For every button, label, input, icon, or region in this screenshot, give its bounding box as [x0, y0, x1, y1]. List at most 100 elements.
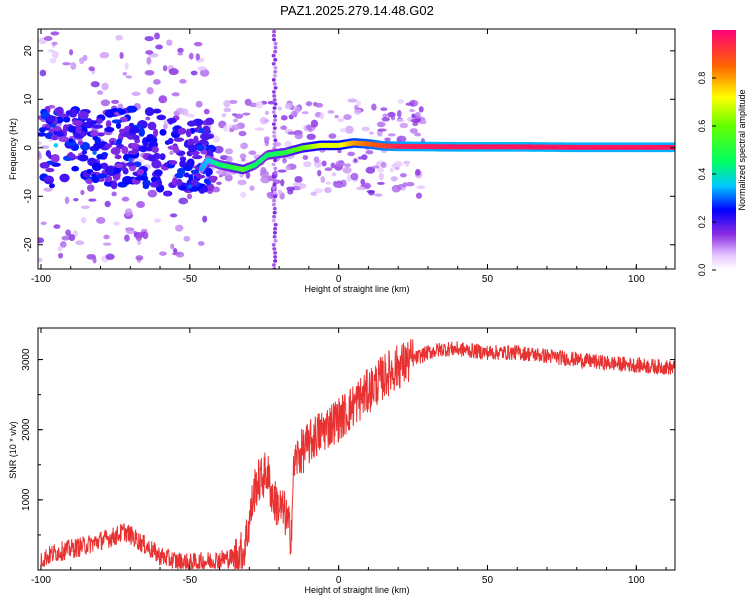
noise-speck: [290, 110, 298, 117]
noise-blob: [104, 126, 115, 133]
noise-speck: [68, 233, 76, 242]
noise-blob: [185, 128, 192, 138]
noise-speck: [272, 247, 277, 251]
snr-line: [40, 339, 675, 570]
noise-speck: [234, 113, 244, 119]
spectrogram-x-ticks: -100 -50 0 50 100: [31, 29, 667, 285]
x-tick-label: -100: [31, 575, 51, 586]
noise-speck: [125, 227, 135, 235]
noise-blob: [195, 144, 205, 152]
noise-speck: [414, 168, 421, 176]
noise-speck: [397, 109, 402, 118]
noise-speck: [272, 210, 277, 215]
noise-speck: [273, 166, 278, 171]
noise-speck: [267, 100, 275, 105]
noise-blob: [127, 150, 139, 155]
ridge-point: [395, 144, 401, 149]
colorbar-tick-label: 0.0: [697, 264, 707, 277]
ridge-point: [455, 144, 460, 150]
noise-speck: [387, 133, 396, 137]
noise-speck: [310, 119, 319, 128]
noise-speck: [142, 231, 149, 240]
noise-blob: [198, 188, 205, 194]
noise-blob: [91, 173, 98, 182]
ridge-point: [574, 145, 579, 150]
noise-speck: [232, 118, 238, 123]
colorbar-tick-label: 0.6: [697, 120, 707, 133]
noise-speck: [410, 118, 420, 123]
noise-speck: [277, 106, 283, 111]
noise-speck: [271, 78, 276, 82]
noise-blob: [45, 150, 52, 158]
noise-speck: [374, 193, 383, 197]
noise-blob: [52, 126, 62, 132]
noise-speck: [60, 241, 67, 248]
noise-blob: [192, 155, 203, 160]
noise-speck: [40, 221, 47, 226]
noise-speck: [178, 197, 189, 205]
noise-speck: [86, 184, 95, 192]
noise-speck: [96, 90, 104, 95]
noise-speck: [305, 101, 313, 107]
noise-speck: [356, 186, 366, 191]
noise-speck: [377, 167, 384, 173]
noise-blob: [153, 169, 163, 176]
noise-speck: [271, 186, 276, 191]
noise-speck: [272, 82, 277, 86]
noise-blob: [85, 178, 94, 184]
noise-speck: [271, 61, 276, 66]
noise-speck: [195, 100, 203, 108]
noise-speck: [248, 150, 257, 155]
noise-blob: [153, 128, 159, 138]
noise-speck: [105, 253, 115, 260]
noise-blob: [104, 166, 115, 174]
noise-speck: [271, 263, 276, 267]
noise-speck: [162, 65, 168, 72]
noise-blob: [144, 107, 155, 117]
noise-speck: [68, 49, 74, 56]
noise-speck: [279, 125, 288, 130]
noise-blob: [191, 178, 199, 186]
noise-speck: [103, 234, 110, 240]
noise-speck: [321, 160, 327, 167]
noise-speck: [218, 174, 223, 178]
noise-speck: [406, 181, 415, 187]
noise-speck: [58, 252, 64, 259]
x-tick-label: -100: [31, 274, 51, 285]
noise-blob: [67, 125, 78, 133]
noise-speck: [145, 116, 151, 121]
noise-speck: [287, 189, 294, 195]
noise-speck: [135, 234, 143, 242]
noise-blob: [71, 165, 80, 172]
noise-blob: [175, 178, 183, 186]
noise-speck: [124, 208, 133, 217]
noise-speck: [272, 178, 277, 183]
noise-blob: [89, 130, 98, 137]
noise-speck: [382, 113, 388, 118]
noise-speck: [90, 81, 100, 88]
noise-speck: [399, 173, 407, 178]
noise-speck: [285, 165, 291, 171]
noise-speck: [101, 82, 109, 91]
noise-blob: [50, 134, 59, 141]
noise-blob: [70, 108, 77, 117]
noise-speck: [414, 132, 422, 137]
noise-speck: [272, 230, 277, 235]
ridge-point: [53, 143, 59, 148]
noise-blob: [138, 145, 148, 153]
noise-speck: [223, 125, 229, 132]
noise-speck: [147, 189, 158, 198]
noise-blob: [159, 153, 166, 161]
noise-speck: [282, 157, 287, 164]
noise-speck: [277, 189, 283, 195]
noise-speck: [327, 110, 335, 114]
noise-speck: [400, 187, 406, 191]
colorbar-label: Normalized spectral amplitude: [737, 89, 747, 210]
noise-speck: [273, 158, 278, 163]
noise-speck: [365, 166, 376, 174]
noise-speck: [238, 130, 247, 137]
noise-blob: [187, 120, 197, 127]
noise-blob: [138, 127, 146, 137]
noise-speck: [240, 158, 246, 162]
